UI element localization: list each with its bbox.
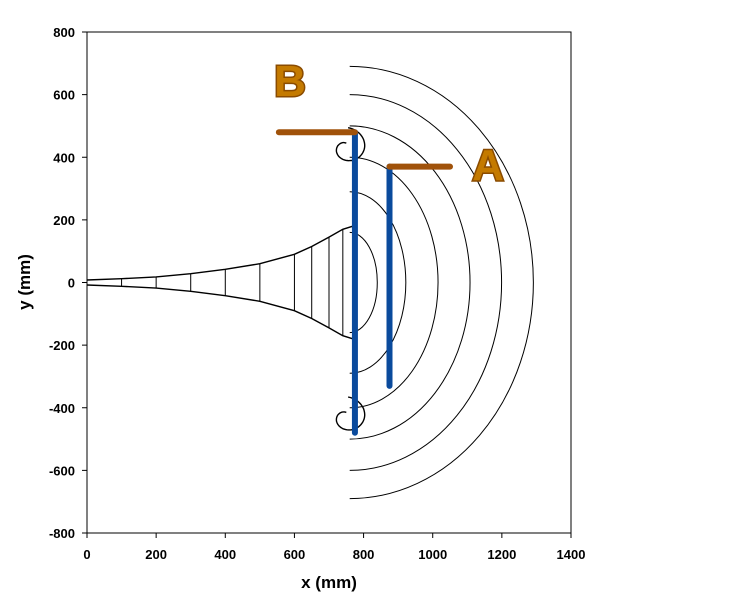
contour-lines	[349, 65, 534, 500]
x-tick-label: 800	[353, 547, 375, 562]
horn-profile	[86, 127, 366, 431]
field-contour	[349, 231, 378, 334]
horn-wall-upper	[86, 225, 354, 281]
y-tick-label: -800	[49, 526, 75, 541]
y-tick-label: -400	[49, 401, 75, 416]
y-tick-label: -200	[49, 338, 75, 353]
x-tick-label: 200	[145, 547, 167, 562]
y-tick-label: 800	[53, 25, 75, 40]
mouth-curl-lower	[335, 396, 366, 431]
x-tick-label: 1000	[418, 547, 447, 562]
field-contour	[349, 65, 534, 500]
y-tick-label: 0	[68, 276, 75, 291]
y-tick-label: -600	[49, 463, 75, 478]
mouth-curl-upper	[335, 127, 366, 162]
x-axis-ticks: 0 200 400 600 800 1000 1200 1400	[83, 533, 585, 562]
measurement-markers	[275, 129, 453, 436]
x-tick-label: 0	[83, 547, 90, 562]
x-tick-label: 1400	[557, 547, 586, 562]
x-axis-title: x (mm)	[301, 573, 357, 592]
x-tick-label: 600	[284, 547, 306, 562]
y-tick-label: 200	[53, 213, 75, 228]
marker-label-a: A	[472, 141, 504, 190]
y-axis-ticks: -800 -600 -400 -200 0 200 400 600 800	[49, 25, 87, 541]
x-tick-label: 400	[214, 547, 236, 562]
marker-label-b: B	[274, 57, 306, 106]
field-contour	[349, 191, 407, 374]
horn-wall-lower	[86, 284, 354, 340]
y-tick-label: 400	[53, 150, 75, 165]
x-tick-label: 1200	[487, 547, 516, 562]
field-contour	[349, 94, 503, 471]
y-tick-label: 600	[53, 88, 75, 103]
field-contour	[349, 125, 471, 440]
y-axis-title: y (mm)	[15, 254, 34, 310]
